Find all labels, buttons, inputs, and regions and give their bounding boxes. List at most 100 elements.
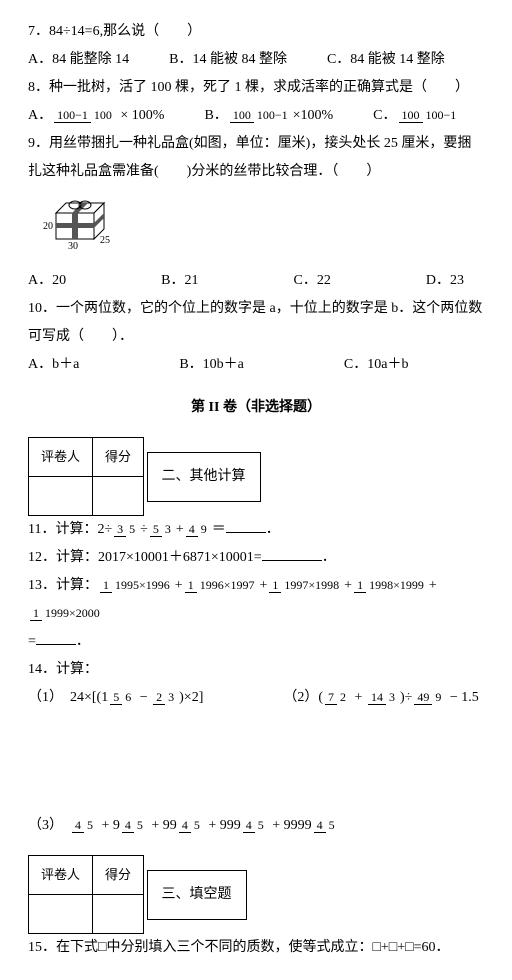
t: + [429, 578, 437, 593]
f: 1 [185, 578, 197, 593]
q8-b-num: 100 [230, 108, 254, 123]
f: 5 [84, 818, 96, 832]
t: = [28, 634, 36, 649]
q7-b: B．14 能被 84 整除 [169, 46, 287, 74]
f: 5 [255, 818, 267, 832]
t: （1） 24×[(1 [28, 690, 108, 705]
t: + [175, 578, 183, 593]
grader-label: 评卷人 [29, 438, 93, 477]
q10-options: A．b＋a B．10b＋a C．10a＋b [28, 351, 484, 379]
q9-d: D．23 [426, 267, 464, 295]
q7-options: A．84 能整除 14 B．14 能被 84 整除 C．84 能被 14 整除 [28, 46, 484, 74]
t: + [259, 578, 267, 593]
t: ． [266, 522, 280, 537]
gift-w: 30 [68, 241, 78, 251]
q8-c-den: 100−1 [423, 108, 460, 122]
q12: 12．计算：2017×10001＋6871×10001= ． [28, 544, 484, 572]
q14-p3: （3） 45 + 945 + 9945 + 99945 + 999945 [28, 812, 484, 840]
section-2-header: 评卷人得分 二、其他计算 [28, 437, 484, 516]
f: 4 [179, 818, 191, 833]
f: 3 [165, 690, 177, 704]
f: 4 [243, 818, 255, 833]
blank [226, 518, 266, 533]
q8-c-pre: C． [373, 108, 396, 123]
t: （2）( [283, 690, 323, 705]
q10-c: C．10a＋b [344, 351, 409, 379]
f: 1 [100, 578, 112, 593]
q14-p2: （2）(72 + 143)÷499 − 1.5 [283, 684, 478, 712]
f: 49 [414, 690, 432, 705]
section-3-header: 评卷人得分 三、填空题 [28, 855, 484, 934]
q9-b: B．21 [161, 267, 198, 295]
f: 9 [198, 522, 210, 536]
q12-text: 12．计算：2017×10001＋6871×10001= [28, 550, 262, 565]
q8-c: C．100100−1 [373, 102, 461, 130]
f: 2 [153, 690, 165, 705]
t: + 9999 [269, 818, 312, 833]
t: ． [322, 550, 336, 565]
t: − [136, 690, 151, 705]
f: 5 [110, 690, 122, 705]
section-2-label: 二、其他计算 [147, 452, 261, 502]
q14-stem: 14．计算： [28, 656, 484, 684]
q8-a-den: 100 [91, 108, 115, 122]
f: 6 [122, 690, 134, 704]
q8-a-pre: A． [28, 108, 52, 123]
f: 7 [325, 690, 337, 705]
f: 1 [30, 606, 42, 621]
t: ÷ [140, 522, 148, 537]
f: 5 [150, 522, 162, 537]
f: 5 [134, 818, 146, 832]
f: 1 [269, 578, 281, 593]
f: 1998×1999 [366, 578, 427, 592]
f: 1997×1998 [281, 578, 342, 592]
t: )÷ [400, 690, 412, 705]
q8-a: A．100−1100 × 100% [28, 102, 164, 130]
section-3-label: 三、填空题 [147, 870, 247, 920]
q11-pre: 11．计算：2÷ [28, 522, 112, 537]
f: 14 [368, 690, 386, 705]
f: 3 [162, 522, 174, 536]
q10-a: A．b＋a [28, 351, 79, 379]
q13-pre: 13．计算： [28, 578, 98, 593]
q7-a: A．84 能整除 14 [28, 46, 129, 74]
grader-label: 评卷人 [29, 856, 93, 895]
t: + 999 [205, 818, 241, 833]
q11: 11．计算：2÷35÷53+49＝． [28, 516, 484, 544]
f: 2 [337, 690, 349, 704]
f: 1995×1996 [112, 578, 173, 592]
gift-h: 25 [100, 235, 110, 246]
f: 3 [114, 522, 126, 537]
q7-c: C．84 能被 14 整除 [327, 46, 445, 74]
q8-a-post: × 100% [117, 108, 165, 123]
f: 4 [122, 818, 134, 833]
q7-stem: 7．84÷14=6,那么说（ ） [28, 18, 484, 46]
t: ＝ [212, 522, 226, 537]
q9-options: A．20 B．21 C．22 D．23 [28, 267, 484, 295]
f: 5 [126, 522, 138, 536]
gift-d: 20 [43, 221, 53, 232]
score-label: 得分 [93, 438, 144, 477]
q8-b-pre: B． [204, 108, 227, 123]
q8-stem: 8．种一批树，活了 100 棵，死了 1 棵，求成活率的正确算式是（ ） [28, 74, 484, 102]
f: 5 [326, 818, 338, 832]
q14-row1: （1） 24×[(156 − 23)×2] （2）(72 + 143)÷499 … [28, 684, 484, 712]
f: 1999×2000 [42, 606, 103, 620]
q10-b: B．10b＋a [179, 351, 244, 379]
f: 4 [72, 818, 84, 833]
q8-options: A．100−1100 × 100% B．100100−1×100% C．1001… [28, 102, 484, 130]
t: + [351, 690, 366, 705]
blank [36, 630, 76, 645]
f: 9 [432, 690, 444, 704]
t: + 9 [98, 818, 120, 833]
q8-c-num: 100 [399, 108, 423, 123]
gift-box-figure: 20 30 25 [38, 191, 484, 262]
blank [262, 546, 322, 561]
t: ． [76, 634, 90, 649]
t: + 99 [148, 818, 177, 833]
q8-b-den: 100−1 [254, 108, 291, 122]
q10-stem: 10．一个两位数，它的个位上的数字是 a，十位上的数字是 b．这个两位数可写成（… [28, 295, 484, 351]
q9-a: A．20 [28, 267, 66, 295]
q8-b-post: ×100% [293, 108, 334, 123]
score-label: 得分 [93, 856, 144, 895]
